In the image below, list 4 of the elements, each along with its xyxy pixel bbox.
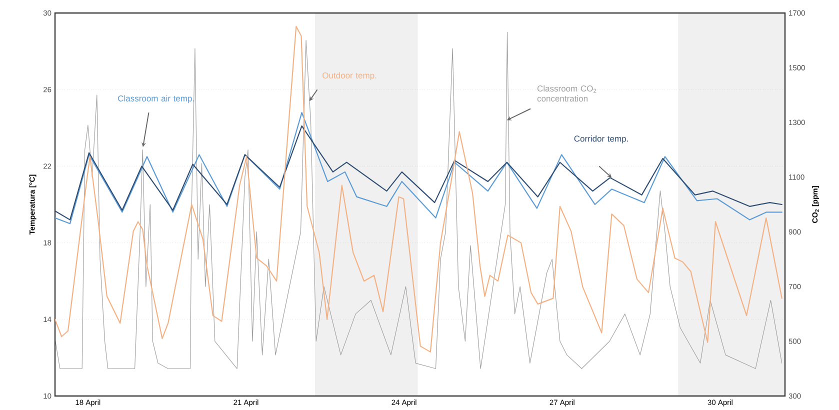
text: Corridor temp. (574, 135, 628, 144)
text: Classroom CO$_{2}$ concentration (537, 85, 596, 102)
text: Outdoor temp. (322, 72, 376, 80)
text: Classroom air temp. (118, 95, 194, 104)
